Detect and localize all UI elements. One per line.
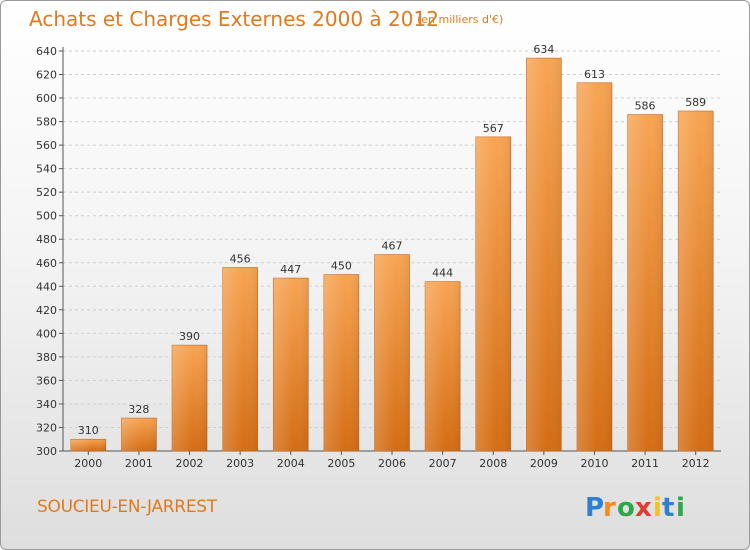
data-label-2012: 589 — [685, 96, 706, 109]
bar-shine-2012 — [678, 111, 714, 451]
x-tick-label-2001: 2001 — [125, 457, 153, 470]
chart-title: Achats et Charges Externes 2000 à 2012 — [29, 7, 439, 31]
x-tick-label-2008: 2008 — [479, 457, 507, 470]
y-tick-label: 580 — [36, 116, 57, 129]
y-tick-label: 340 — [36, 398, 57, 411]
data-label-2001: 328 — [128, 403, 149, 416]
data-label-2003: 456 — [230, 252, 251, 265]
y-tick-label: 540 — [36, 163, 57, 176]
bar-shine-2001 — [121, 418, 157, 451]
y-tick-label: 320 — [36, 421, 57, 434]
svg-text:r: r — [603, 493, 616, 523]
svg-text:P: P — [585, 493, 604, 523]
y-tick-label: 440 — [36, 280, 57, 293]
svg-text:t: t — [662, 493, 674, 523]
svg-text:i: i — [676, 493, 685, 523]
bars — [70, 57, 714, 452]
y-tick-label: 600 — [36, 92, 57, 105]
y-tick-label: 380 — [36, 351, 57, 364]
data-label-2000: 310 — [78, 424, 99, 437]
svg-text:i: i — [653, 493, 662, 523]
x-tick-label-2004: 2004 — [277, 457, 305, 470]
x-tick-label-2009: 2009 — [530, 457, 558, 470]
y-tick-label: 500 — [36, 210, 57, 223]
bar-shine-2010 — [576, 82, 612, 451]
data-label-2002: 390 — [179, 330, 200, 343]
y-tick-label: 360 — [36, 374, 57, 387]
y-tick-label: 480 — [36, 233, 57, 246]
x-tick-label-2010: 2010 — [580, 457, 608, 470]
bar-shine-2006 — [374, 254, 410, 451]
y-tick-label: 640 — [36, 45, 57, 58]
bar-shine-2005 — [323, 274, 359, 451]
data-label-2004: 447 — [280, 263, 301, 276]
bar-shine-2002 — [172, 345, 208, 451]
x-tick-label-2006: 2006 — [378, 457, 406, 470]
x-tick-labels: 2000 2001 2002 2003 2004 2005 2006 2007 2008 2009… — [74, 457, 709, 470]
bar-shine-2004 — [273, 278, 309, 451]
bar-shine-2008 — [475, 136, 511, 451]
x-tick-label-2007: 2007 — [429, 457, 457, 470]
data-label-2007: 444 — [432, 267, 453, 280]
bar-shine-2000 — [70, 439, 106, 451]
proxiti-logo: P r o x i t i — [585, 493, 685, 523]
x-tick-label-2005: 2005 — [327, 457, 355, 470]
x-tick-label-2000: 2000 — [74, 457, 102, 470]
bar-shine-2011 — [627, 114, 663, 451]
data-labels: 310 328 390 456 447 450 467 444 567 634 613 586 589 — [78, 43, 706, 437]
chart-subtitle: (en milliers d'€) — [417, 13, 504, 26]
y-tick-label: 560 — [36, 139, 57, 152]
svg-text:x: x — [635, 493, 652, 523]
x-tick-label-2011: 2011 — [631, 457, 659, 470]
y-tick-labels: 300 320 340 360 380 400 420 440 460 480 500 520 540 5… — [36, 45, 57, 458]
y-tick-label: 420 — [36, 304, 57, 317]
y-tick-label: 620 — [36, 69, 57, 82]
bar-shine-2009 — [526, 58, 562, 451]
data-label-2008: 567 — [483, 122, 504, 135]
bar-shine-2007 — [425, 281, 461, 451]
data-label-2005: 450 — [331, 260, 352, 273]
data-label-2009: 634 — [533, 43, 554, 56]
svg-text:o: o — [617, 493, 635, 523]
x-tick-label-2002: 2002 — [176, 457, 204, 470]
x-tick-label-2012: 2012 — [682, 457, 710, 470]
y-tick-label: 400 — [36, 327, 57, 340]
x-tick-label-2003: 2003 — [226, 457, 254, 470]
y-tick-label: 520 — [36, 186, 57, 199]
data-label-2006: 467 — [382, 240, 403, 253]
bar-shine-2003 — [222, 267, 258, 451]
y-tick-label: 300 — [36, 445, 57, 458]
data-label-2010: 613 — [584, 68, 605, 81]
y-tick-label: 460 — [36, 257, 57, 270]
commune-name: SOUCIEU-EN-JARREST — [37, 497, 217, 517]
data-label-2011: 586 — [635, 100, 656, 113]
